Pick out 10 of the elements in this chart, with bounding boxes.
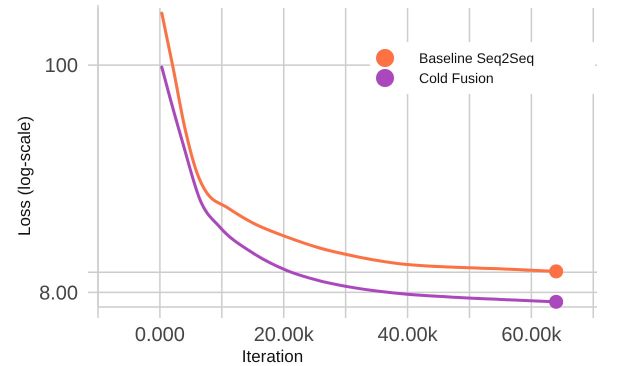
legend-label: Baseline Seq2Seq <box>419 50 534 66</box>
x-tick-label: 40.00k <box>378 324 439 346</box>
legend-label: Cold Fusion <box>419 70 494 86</box>
x-axis-title: Iteration <box>242 347 304 366</box>
x-tick-label: 0.000 <box>134 324 185 346</box>
y-tick-label: 100 <box>44 55 78 78</box>
y-tick-label: 8.00 <box>39 282 78 304</box>
y-axis-title: Loss (log-scale) <box>15 116 34 236</box>
x-tick-label: 20.00k <box>254 324 315 346</box>
x-tick-label: 60.00k <box>501 324 562 346</box>
